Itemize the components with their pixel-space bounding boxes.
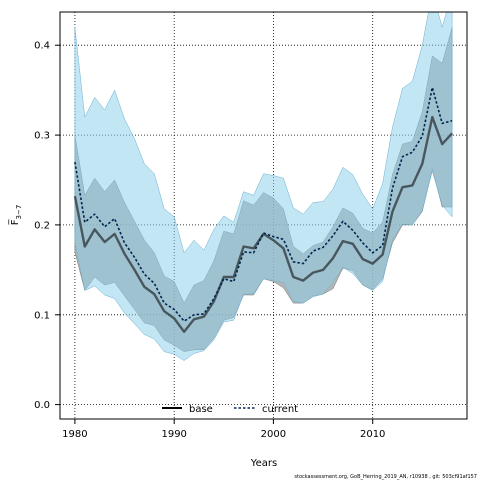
y-tick-label: 0.3 [34, 131, 50, 142]
y-axis-title-main: F̅ [8, 219, 21, 226]
y-axis-title-sub: 3−7 [15, 205, 23, 220]
axis-ticks: 1980 1990 2000 2010 0.0 0.1 0.2 0.3 0.4 [34, 41, 385, 440]
y-tick-label: 0.4 [34, 41, 50, 52]
y-tick-label: 0.2 [34, 220, 50, 231]
y-axis-title: F̅3−7 [8, 205, 23, 226]
current-line [74, 86, 453, 322]
confidence-bands [74, 12, 453, 361]
legend: base current [162, 404, 298, 415]
x-tick-label: 1980 [62, 429, 87, 440]
current-ci-band [74, 12, 453, 361]
y-tick-label: 0.0 [34, 400, 50, 411]
x-tick-label: 2010 [360, 429, 385, 440]
x-tick-label: 2000 [261, 429, 286, 440]
series-lines [73, 86, 453, 333]
legend-base-label: base [189, 404, 213, 415]
plot-frame [59, 11, 468, 420]
svg-text:F̅3−7: F̅3−7 [8, 205, 23, 226]
footer-note: stockassessment.org, GoB_Herring_2019_AN… [294, 474, 477, 480]
y-tick-label: 0.1 [34, 310, 50, 321]
legend-current-label: current [262, 404, 298, 415]
x-axis-title: Years [250, 458, 277, 469]
x-tick-label: 1990 [161, 429, 186, 440]
base-line [73, 115, 453, 333]
